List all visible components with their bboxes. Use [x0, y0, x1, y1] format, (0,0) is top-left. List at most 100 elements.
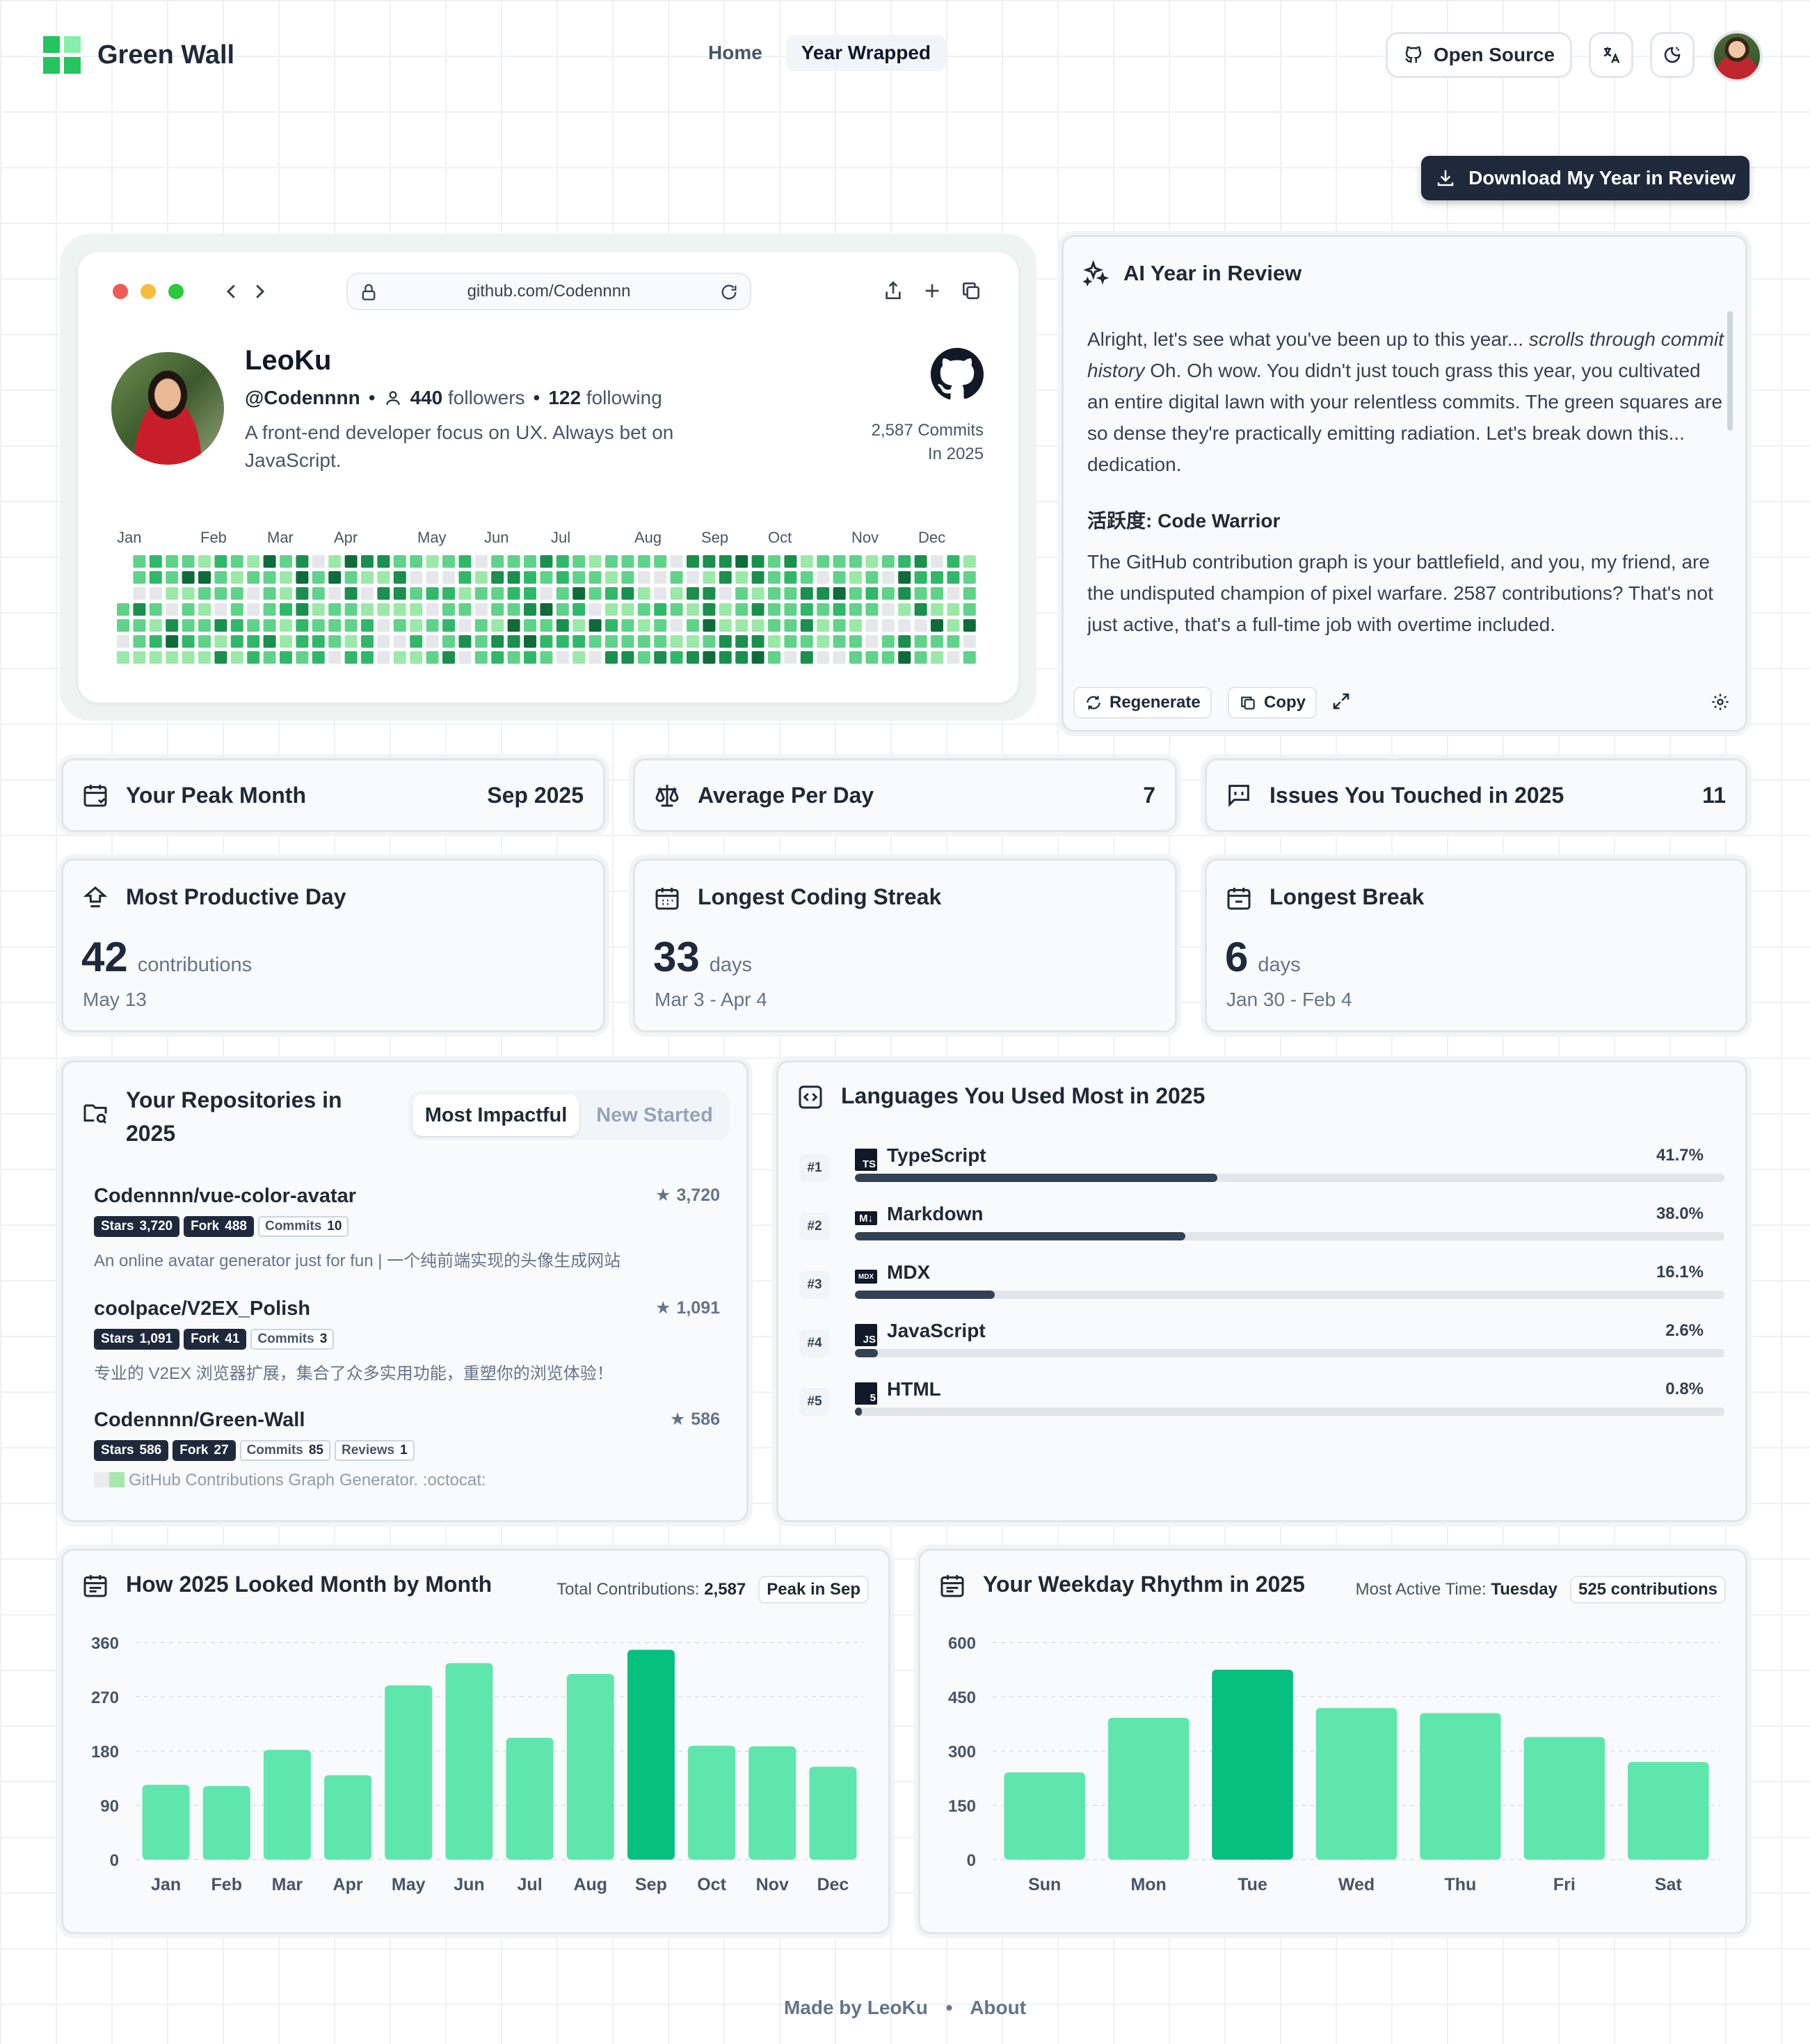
- contribution-cell: [751, 587, 764, 600]
- repo-name[interactable]: Codennnn/vue-color-avatar: [94, 1185, 357, 1207]
- contribution-cell: [687, 587, 699, 600]
- main-nav: Home Year Wrapped: [693, 35, 947, 71]
- contribution-cell: [784, 651, 797, 664]
- contribution-cell: [572, 571, 586, 584]
- contribution-cell: [426, 603, 439, 616]
- language-progress-fill: [855, 1232, 1185, 1240]
- bar[interactable]: [324, 1775, 372, 1860]
- contribution-cell: [263, 571, 276, 584]
- user-avatar[interactable]: [1711, 31, 1763, 82]
- bar[interactable]: [748, 1746, 796, 1860]
- contribution-cell: [474, 555, 488, 568]
- contribution-cell: [556, 635, 569, 648]
- bar[interactable]: [627, 1650, 675, 1860]
- meta-separator: •: [533, 387, 540, 408]
- made-by-link[interactable]: Made by LeoKu: [783, 1997, 928, 2018]
- regenerate-button[interactable]: Regenerate: [1073, 687, 1212, 719]
- contribution-cell: [458, 571, 472, 584]
- nav-home[interactable]: Home: [708, 42, 762, 63]
- fork-tag: Fork 41: [184, 1329, 247, 1350]
- contribution-cell: [182, 571, 195, 584]
- footer: Made by LeoKu • About: [0, 1997, 1810, 2019]
- contribution-cell: [149, 555, 162, 568]
- bar[interactable]: [1523, 1736, 1605, 1860]
- bar[interactable]: [385, 1685, 433, 1860]
- contribution-cell: [491, 651, 504, 664]
- contribution-cell: [881, 619, 895, 632]
- contribution-cell: [312, 571, 325, 584]
- tag-key: Commits: [259, 1217, 328, 1236]
- about-link[interactable]: About: [970, 1997, 1027, 2018]
- contribution-cell: [849, 651, 862, 664]
- theme-toggle-button[interactable]: [1650, 32, 1695, 78]
- contribution-cell: [280, 635, 292, 648]
- contribution-cell: [507, 555, 520, 568]
- tabs-icon[interactable]: [960, 280, 982, 302]
- y-tick-label: 360: [91, 1634, 119, 1653]
- app-logo[interactable]: Green Wall: [43, 36, 234, 74]
- open-source-button[interactable]: Open Source: [1386, 32, 1572, 78]
- contribution-cell: [474, 619, 488, 632]
- download-button[interactable]: Download My Year in Review: [1421, 156, 1749, 200]
- bar[interactable]: [1004, 1772, 1085, 1860]
- language-toggle-button[interactable]: [1589, 32, 1633, 78]
- contribution-cell: [605, 571, 618, 584]
- copy-button[interactable]: Copy: [1228, 687, 1317, 719]
- contribution-cell: [426, 619, 439, 632]
- language-row: #3 MDX MDX 16.1%: [799, 1261, 1731, 1310]
- nav-year-wrapped[interactable]: Year Wrapped: [785, 35, 947, 71]
- contribution-cell: [881, 651, 895, 664]
- contribution-cell: [328, 603, 342, 616]
- ai-review-scrollbar[interactable]: [1727, 311, 1733, 431]
- new-tab-icon[interactable]: [921, 280, 943, 302]
- bar[interactable]: [1315, 1708, 1397, 1860]
- reload-icon[interactable]: [719, 282, 739, 302]
- bar[interactable]: [202, 1786, 250, 1860]
- contribution-cell: [133, 651, 146, 664]
- contribution-cell: [735, 619, 748, 632]
- bar[interactable]: [1628, 1762, 1709, 1860]
- ai-intro-italic: scrolls through commit history: [1087, 328, 1724, 381]
- back-icon[interactable]: [221, 281, 242, 302]
- tab-new-started[interactable]: New Started: [596, 1103, 713, 1126]
- bar[interactable]: [566, 1674, 614, 1860]
- contribution-cell: [898, 587, 911, 600]
- bar[interactable]: [1420, 1713, 1501, 1860]
- address-bar[interactable]: github.com/Codennnn: [346, 273, 751, 310]
- contribution-cell: [263, 619, 276, 632]
- contribution-cell: [524, 555, 536, 568]
- repo-item[interactable]: Codennnn/vue-color-avatar ★ 3,720 Stars 3,…: [94, 1185, 720, 1271]
- expand-icon[interactable]: [1331, 691, 1352, 712]
- tab-most-impactful[interactable]: Most Impactful: [413, 1094, 579, 1136]
- contribution-cell: [865, 587, 879, 600]
- bar[interactable]: [263, 1750, 311, 1860]
- bar[interactable]: [809, 1766, 857, 1860]
- repo-name[interactable]: Codennnn/Green-Wall: [94, 1409, 305, 1431]
- ai-intro-text: Alright, let's see what you've been up t…: [1087, 328, 1529, 350]
- settings-icon[interactable]: [1711, 692, 1730, 712]
- language-progress-track: [855, 1349, 1724, 1357]
- contribution-cell: [784, 555, 797, 568]
- repo-item[interactable]: Codennnn/Green-Wall ★ 586 Stars 586 Fork 27…: [94, 1409, 720, 1490]
- copy-icon: [1239, 694, 1257, 712]
- average-per-day-value: 7: [1143, 783, 1155, 808]
- bar[interactable]: [1212, 1670, 1293, 1860]
- contribution-cell: [703, 619, 716, 632]
- window-minimize-dot: [141, 284, 156, 299]
- contribution-cell: [703, 587, 716, 600]
- bar[interactable]: [506, 1737, 554, 1860]
- x-tick-label: Fri: [1553, 1875, 1576, 1894]
- contribution-cell: [621, 571, 634, 584]
- bar[interactable]: [1107, 1718, 1190, 1860]
- forward-icon[interactable]: [249, 281, 270, 302]
- contribution-cell: [458, 587, 472, 600]
- bar[interactable]: [688, 1746, 736, 1860]
- bar[interactable]: [142, 1784, 190, 1860]
- share-icon[interactable]: [882, 280, 904, 302]
- language-percent: 2.6%: [1665, 1321, 1704, 1340]
- bar[interactable]: [445, 1663, 493, 1860]
- repo-name[interactable]: coolpace/V2EX_Polish: [94, 1298, 311, 1320]
- repo-item[interactable]: coolpace/V2EX_Polish ★ 1,091 Stars 1,091 F…: [94, 1298, 720, 1384]
- tag-value: 27: [214, 1442, 234, 1460]
- contribution-cell: [833, 603, 846, 616]
